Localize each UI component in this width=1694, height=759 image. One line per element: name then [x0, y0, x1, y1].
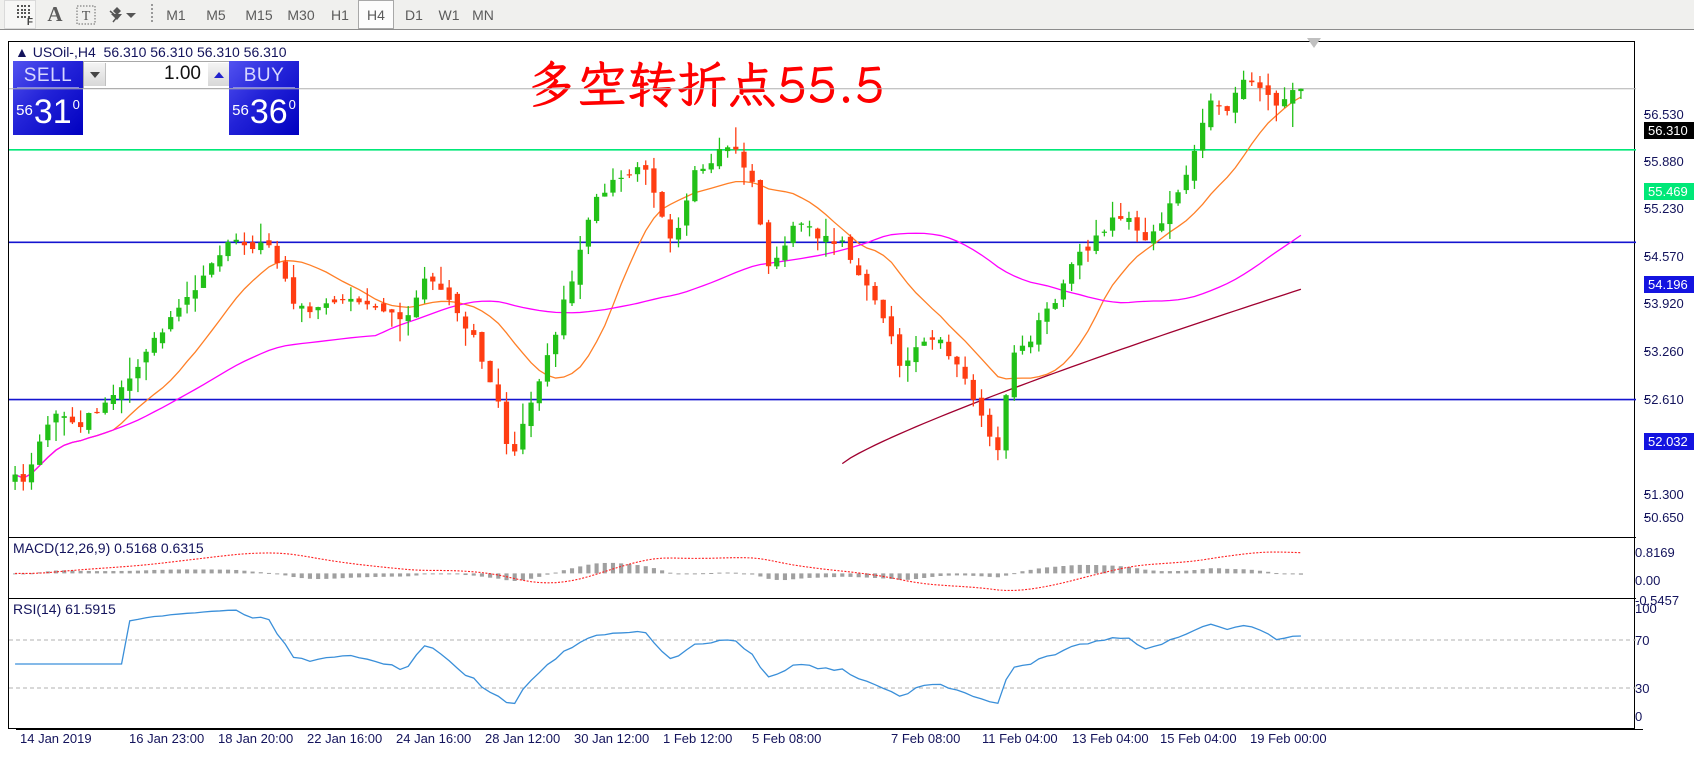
svg-text:T: T [82, 9, 91, 24]
